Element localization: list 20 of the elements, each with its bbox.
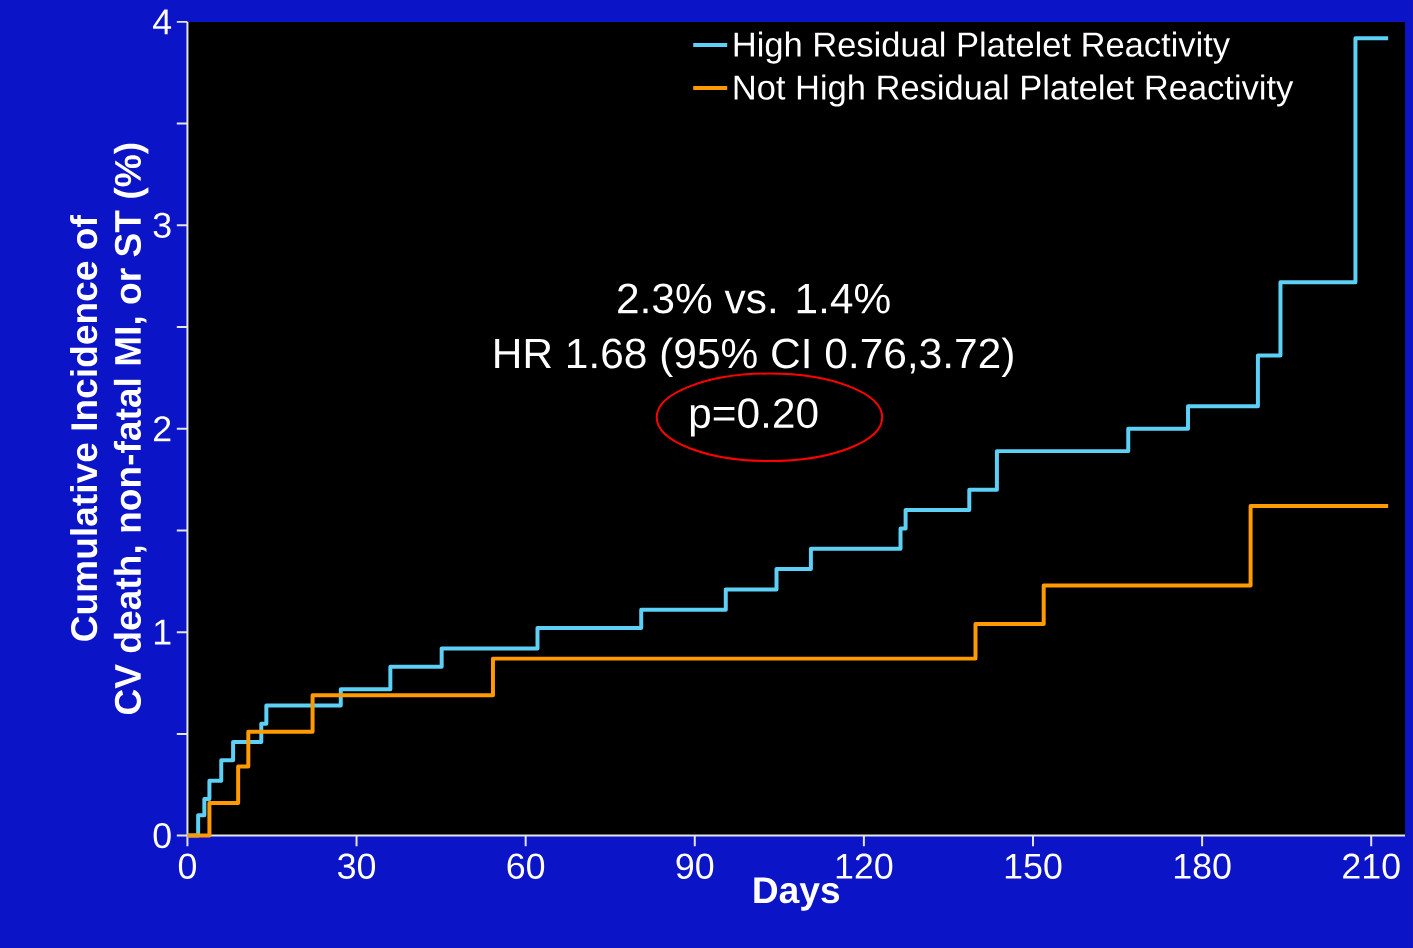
y-tick-label: 2: [154, 416, 171, 442]
x-tick-label: 60: [507, 853, 545, 879]
x-tick-label: 30: [338, 853, 376, 879]
annotation: p=0.20: [690, 398, 818, 437]
legend-label: Not High Residual Platelet Reactivity: [734, 74, 1294, 107]
annotation: HR 1.68 (95% CI 0.76,3.72): [495, 337, 1013, 377]
y-tick-label: 1: [154, 619, 171, 645]
y-axis-title: Cumulative Incidence of CV death, non-fatal MI, or ST (%): [70, 143, 149, 715]
y-tick-label: 4: [153, 9, 172, 35]
x-tick-label: 0: [178, 853, 196, 879]
x-tick-label: 210: [1343, 853, 1400, 879]
annotation: 2.3% vs. 1.4%: [618, 283, 890, 314]
x-tick-label: 90: [676, 853, 714, 879]
x-axis-title: Days: [754, 877, 840, 911]
y-tick-label: 0: [153, 822, 171, 849]
y-tick-label: 3: [153, 212, 171, 238]
legend-label: High Residual Platelet Reactivity: [734, 31, 1231, 64]
x-tick-label: 180: [1174, 853, 1231, 879]
x-tick-label: 120: [836, 853, 893, 879]
x-tick-label: 150: [1005, 853, 1062, 879]
